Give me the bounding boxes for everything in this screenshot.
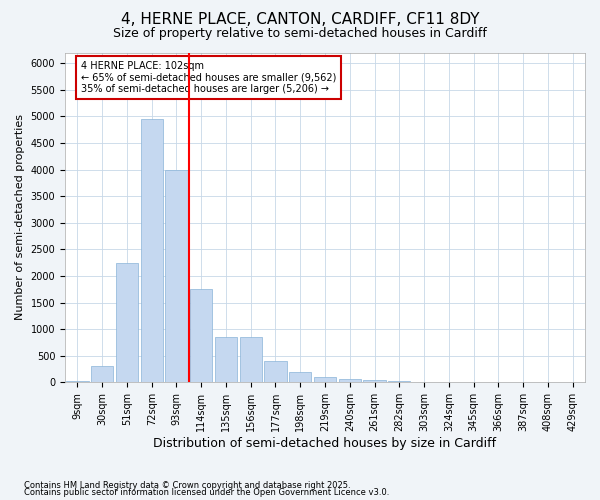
- X-axis label: Distribution of semi-detached houses by size in Cardiff: Distribution of semi-detached houses by …: [154, 437, 497, 450]
- Bar: [91, 366, 113, 382]
- Text: 4, HERNE PLACE, CANTON, CARDIFF, CF11 8DY: 4, HERNE PLACE, CANTON, CARDIFF, CF11 8D…: [121, 12, 479, 28]
- Bar: [265, 361, 287, 382]
- Bar: [140, 119, 163, 382]
- Bar: [116, 262, 138, 382]
- Bar: [166, 170, 188, 382]
- Text: Size of property relative to semi-detached houses in Cardiff: Size of property relative to semi-detach…: [113, 28, 487, 40]
- Bar: [289, 372, 311, 382]
- Text: 4 HERNE PLACE: 102sqm
← 65% of semi-detached houses are smaller (9,562)
35% of s: 4 HERNE PLACE: 102sqm ← 65% of semi-deta…: [80, 60, 336, 94]
- Text: Contains public sector information licensed under the Open Government Licence v3: Contains public sector information licen…: [24, 488, 389, 497]
- Bar: [190, 289, 212, 382]
- Y-axis label: Number of semi-detached properties: Number of semi-detached properties: [15, 114, 25, 320]
- Bar: [215, 337, 237, 382]
- Text: Contains HM Land Registry data © Crown copyright and database right 2025.: Contains HM Land Registry data © Crown c…: [24, 480, 350, 490]
- Bar: [314, 377, 336, 382]
- Bar: [66, 381, 89, 382]
- Bar: [239, 337, 262, 382]
- Bar: [338, 378, 361, 382]
- Bar: [364, 380, 386, 382]
